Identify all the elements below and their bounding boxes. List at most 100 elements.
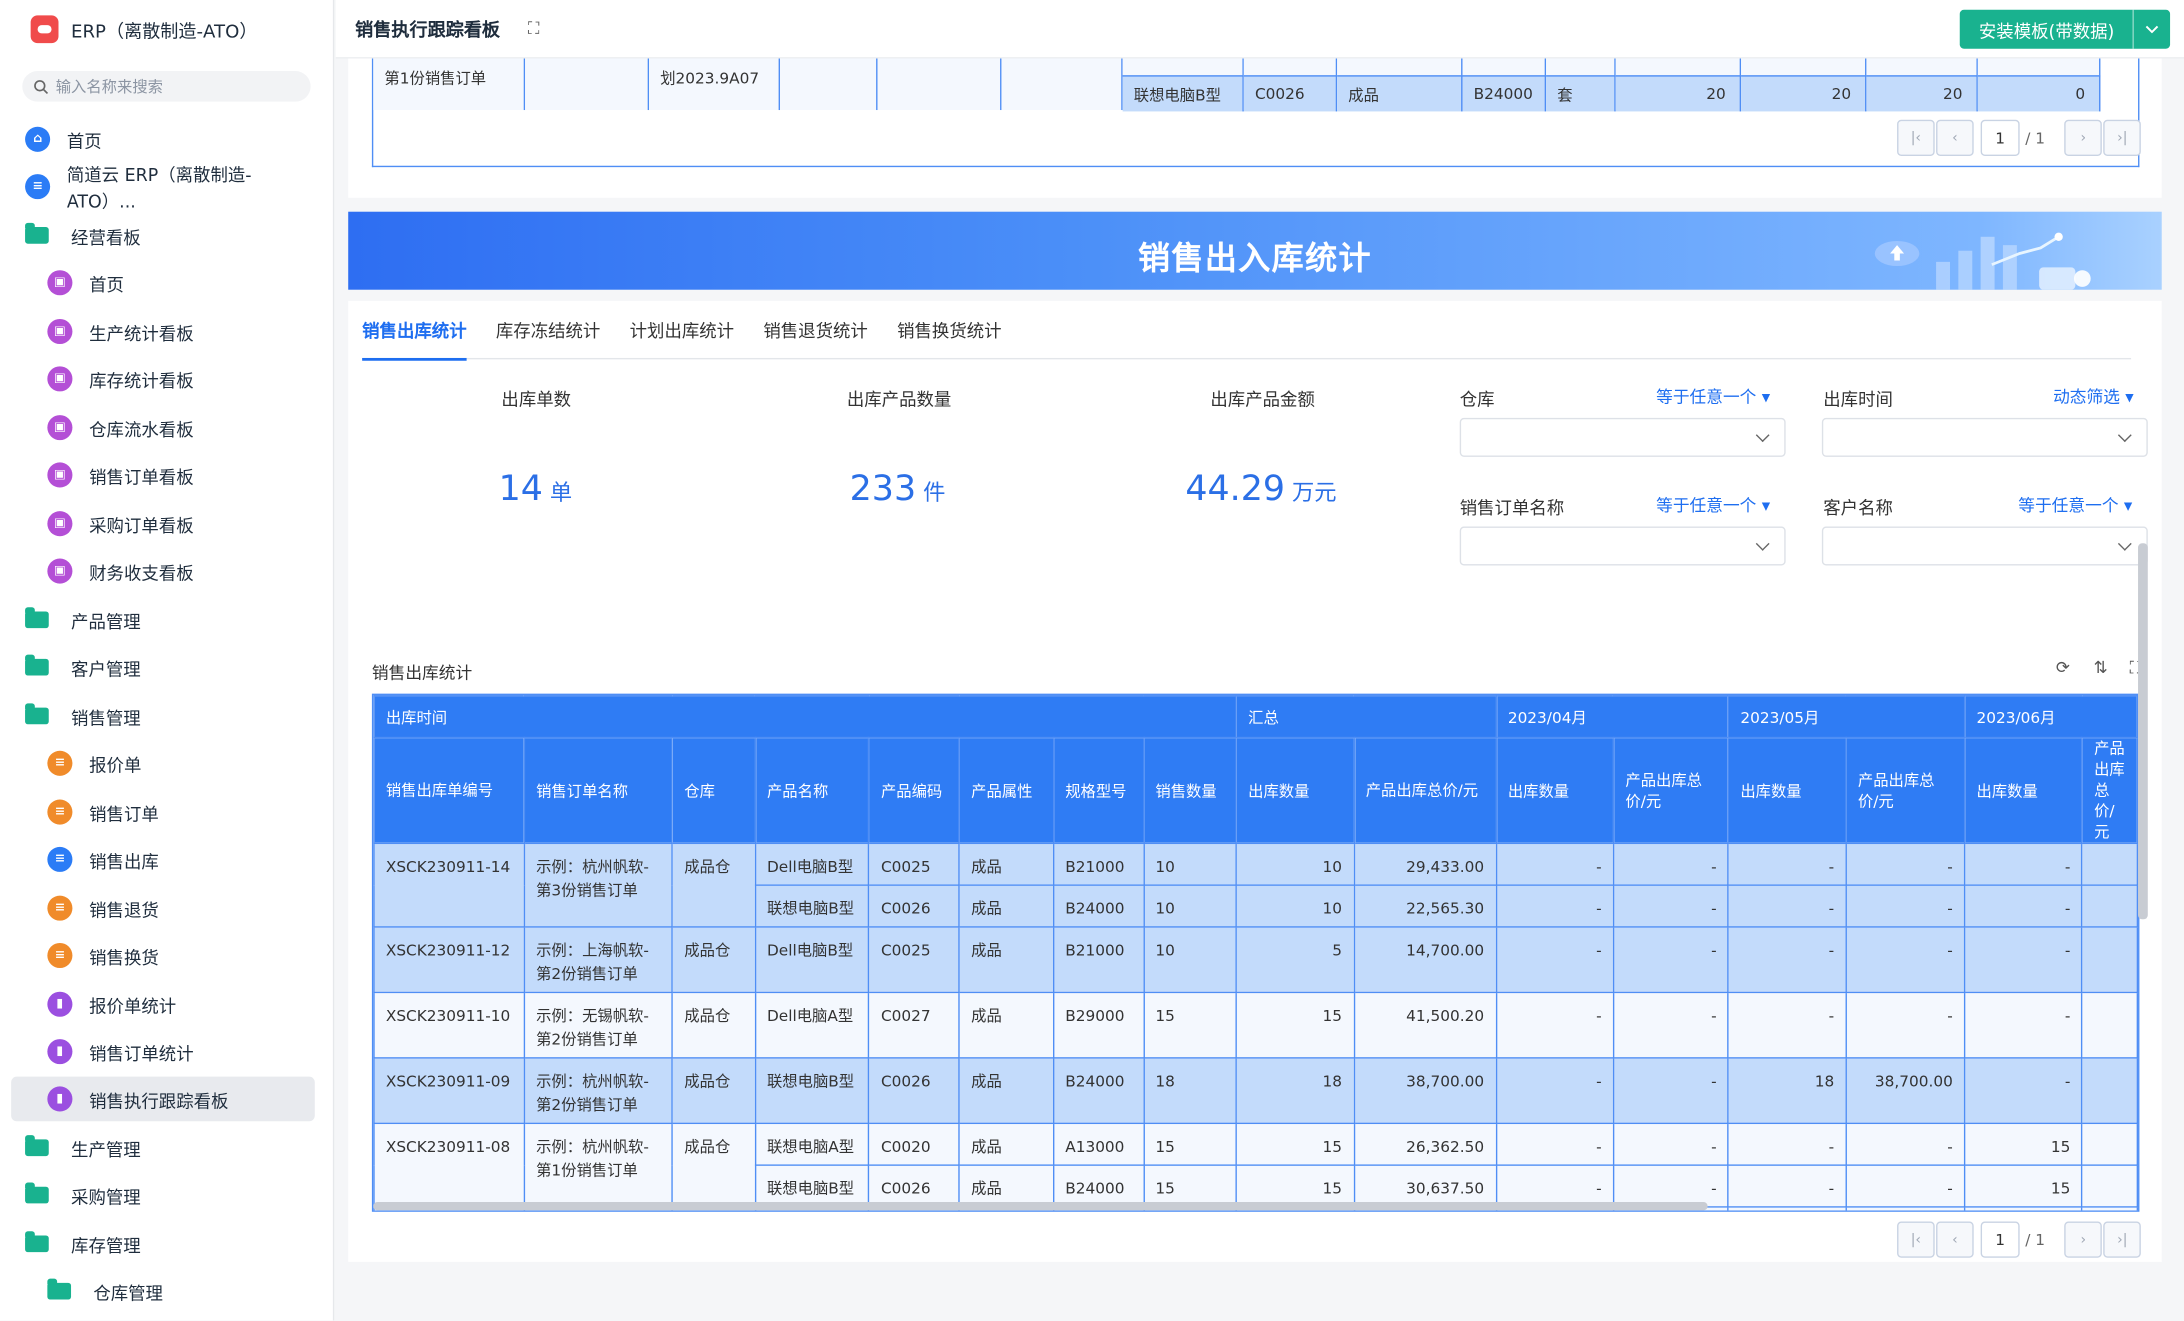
table-cell: C0020 bbox=[868, 1122, 960, 1166]
sidebar-item[interactable]: ▣ 仓库流水看板 bbox=[11, 405, 315, 450]
sidebar-item[interactable]: ▮ 销售执行跟踪看板 bbox=[11, 1076, 315, 1122]
sidebar-item[interactable]: ▣ 采购订单看板 bbox=[11, 501, 315, 546]
table-row[interactable]: XSCK230911-10 示例：无锡帆软-第2份销售订单 成品仓 Dell电脑A型 C… bbox=[373, 991, 2139, 1059]
page-input[interactable]: 1 bbox=[1980, 1221, 2020, 1258]
table-row[interactable]: XSCK230911-09 示例：杭州帆软-第2份销售订单 成品仓 联想电脑B型 C00… bbox=[373, 1057, 2139, 1125]
stats-tab[interactable]: 销售退货统计 bbox=[763, 320, 868, 342]
column-header[interactable]: 销售订单名称 bbox=[523, 736, 674, 845]
sidebar-item-label: 销售执行跟踪看板 bbox=[89, 1089, 229, 1111]
sidebar-item[interactable]: ▮ 销售订单统计 bbox=[11, 1029, 315, 1074]
search-input[interactable]: 输入名称来搜索 bbox=[22, 71, 311, 102]
first-page-icon[interactable]: |‹ bbox=[1897, 1221, 1935, 1258]
sidebar-item[interactable]: 销售管理 bbox=[11, 694, 315, 739]
sidebar-item-label: 销售订单统计 bbox=[89, 1042, 194, 1064]
fullscreen-icon[interactable]: ⛶ bbox=[2129, 657, 2142, 677]
sidebar-item-label: 采购订单看板 bbox=[89, 514, 194, 536]
column-header[interactable]: 出库数量 bbox=[1963, 736, 2083, 845]
filter-select-order-name[interactable] bbox=[1459, 526, 1786, 566]
sidebar-item[interactable]: ▣ 首页 bbox=[11, 260, 315, 305]
sidebar-item[interactable]: ≡ 销售订单 bbox=[11, 790, 315, 835]
stats-tab[interactable]: 销售换货统计 bbox=[897, 320, 1002, 342]
column-header[interactable]: 产品出库总价/元 bbox=[1353, 736, 1497, 845]
stats-tab[interactable]: 销售出库统计 bbox=[362, 318, 467, 361]
table-cell: - bbox=[1963, 884, 2083, 928]
sidebar-item[interactable]: ▣ 财务收支看板 bbox=[11, 549, 315, 594]
table-row[interactable]: XSCK230911-12 示例：上海帆软-第2份销售订单 成品仓 Dell电脑B型 C… bbox=[373, 926, 2139, 994]
sidebar-item[interactable]: ▮ 报价单统计 bbox=[11, 982, 315, 1027]
first-page-icon[interactable]: |‹ bbox=[1897, 119, 1935, 157]
table-cell: 联想电脑A型 bbox=[754, 1122, 870, 1166]
sidebar-item[interactable]: 产品管理 bbox=[11, 598, 315, 643]
column-header[interactable]: 产品出库总价/元 bbox=[2081, 736, 2139, 845]
filter-operator-label: 等于任意一个 bbox=[1656, 387, 1757, 407]
filter-select-customer[interactable] bbox=[1821, 526, 2148, 566]
column-header[interactable]: 出库数量 bbox=[1727, 736, 1847, 845]
table-cell: 成品 bbox=[958, 1057, 1055, 1125]
table-group-header-row: 出库时间 汇总 2023/04月 2023/05月 2023/06月 bbox=[373, 695, 2139, 739]
table-row[interactable]: 联想电脑B型 C0026 成品 B24000 10 10 22,565.30- - - - - bbox=[374, 884, 2139, 928]
sidebar-item[interactable]: ⌂ 首页 bbox=[11, 117, 315, 162]
sidebar-item[interactable]: 客户管理 bbox=[11, 645, 315, 690]
fullscreen-icon[interactable]: ⛶ bbox=[527, 18, 540, 38]
column-header[interactable]: 产品属性 bbox=[958, 736, 1055, 845]
chevron-down-icon[interactable] bbox=[2134, 25, 2170, 34]
sidebar-item[interactable]: ▣ 生产统计看板 bbox=[11, 309, 315, 354]
table-row[interactable]: XSCK230911-14 示例：杭州帆软-第3份销售订单 成品仓 Dell电脑B型 C… bbox=[373, 842, 2139, 928]
refresh-icon[interactable]: ⟳ bbox=[2055, 657, 2070, 677]
table-row[interactable]: XSCK230911-08 示例：杭州帆软-第1份销售订单 成品仓 联想电脑A型 C00… bbox=[373, 1122, 2139, 1208]
table-cell: - bbox=[1727, 991, 1847, 1059]
column-header[interactable]: 仓库 bbox=[671, 736, 756, 845]
filter-operator-order-name[interactable]: 等于任意一个 ▾ bbox=[1656, 493, 1770, 517]
column-header[interactable]: 销售出库单编号 bbox=[373, 736, 525, 845]
table-cell: 成品 bbox=[958, 842, 1055, 886]
sidebar-item[interactable]: 经营看板 bbox=[11, 213, 315, 258]
sidebar-item[interactable]: 生产管理 bbox=[11, 1125, 315, 1170]
filter-operator-outbound-time[interactable]: 动态筛选 ▾ bbox=[2053, 384, 2134, 408]
sidebar-item-label: 首页 bbox=[66, 130, 102, 152]
filter-select-outbound-time[interactable] bbox=[1821, 417, 2148, 457]
sidebar-item[interactable]: ≡ 报价单 bbox=[11, 741, 315, 786]
filter-operator-warehouse[interactable]: 等于任意一个 ▾ bbox=[1656, 384, 1770, 408]
table-cell: - bbox=[1727, 1206, 1847, 1211]
sidebar-item[interactable]: ≡ 简道云 ERP（离散制造-ATO）... bbox=[11, 164, 315, 212]
sidebar-item[interactable]: 采购管理 bbox=[11, 1173, 315, 1218]
next-page-icon[interactable]: › bbox=[2064, 119, 2103, 157]
table-cell: 联想电脑B型 bbox=[754, 1057, 870, 1125]
next-page-icon[interactable]: › bbox=[2064, 1221, 2103, 1258]
filter-select-warehouse[interactable] bbox=[1459, 417, 1786, 457]
sidebar-item[interactable]: 仓库管理 bbox=[11, 1269, 315, 1314]
sidebar-item[interactable]: ▣ 销售订单看板 bbox=[11, 453, 315, 498]
last-page-icon[interactable]: ›| bbox=[2103, 119, 2142, 157]
horizontal-scrollbar[interactable] bbox=[373, 1202, 1708, 1211]
prev-page-icon[interactable]: ‹ bbox=[1936, 1221, 1974, 1258]
stats-tab[interactable]: 库存冻结统计 bbox=[495, 320, 601, 342]
last-page-icon[interactable]: ›| bbox=[2103, 1221, 2142, 1258]
table-cell: 成品仓 bbox=[671, 991, 756, 1059]
banner-decoration bbox=[1874, 232, 2091, 290]
column-header[interactable]: 产品编码 bbox=[868, 736, 960, 845]
column-header[interactable]: 出库数量 bbox=[1235, 736, 1355, 845]
table-cell: 联想电脑B型 bbox=[1122, 75, 1244, 112]
sidebar-item[interactable]: ≡ 销售换货 bbox=[11, 933, 315, 978]
column-header[interactable]: 规格型号 bbox=[1052, 736, 1145, 845]
stats-tab[interactable]: 计划出库统计 bbox=[629, 320, 735, 342]
table-cell: 15 bbox=[1963, 1164, 2083, 1208]
sidebar-item[interactable]: ≡ 销售出库 bbox=[11, 837, 315, 882]
install-template-button[interactable]: 安装模板(带数据) bbox=[1959, 9, 2171, 49]
sidebar-item[interactable]: ▣ 库存统计看板 bbox=[11, 357, 315, 402]
prev-page-icon[interactable]: ‹ bbox=[1936, 119, 1974, 157]
column-header[interactable]: 产品出库总价/元 bbox=[1845, 736, 1966, 845]
sort-icon[interactable]: ⇅ bbox=[2093, 657, 2108, 677]
page-input[interactable]: 1 bbox=[1980, 119, 2020, 157]
filter-operator-customer[interactable]: 等于任意一个 ▾ bbox=[2018, 493, 2132, 517]
column-header[interactable]: 出库数量 bbox=[1495, 736, 1615, 845]
table-cell: XSCK230911-10 bbox=[373, 991, 525, 1059]
column-header[interactable]: 销售数量 bbox=[1142, 736, 1238, 845]
vertical-scrollbar[interactable] bbox=[2138, 543, 2148, 920]
dashboard-content: 第1份销售订单 划2023.9A07 联想电脑B型 C0026 成品 B24000 套 2… bbox=[348, 58, 2162, 1321]
column-header[interactable]: 产品名称 bbox=[754, 736, 870, 845]
column-header[interactable]: 产品出库总价/元 bbox=[1612, 736, 1730, 845]
table-cell bbox=[2081, 1122, 2139, 1166]
sidebar-item[interactable]: 库存管理 bbox=[11, 1222, 315, 1267]
sidebar-item[interactable]: ≡ 销售退货 bbox=[11, 886, 315, 931]
